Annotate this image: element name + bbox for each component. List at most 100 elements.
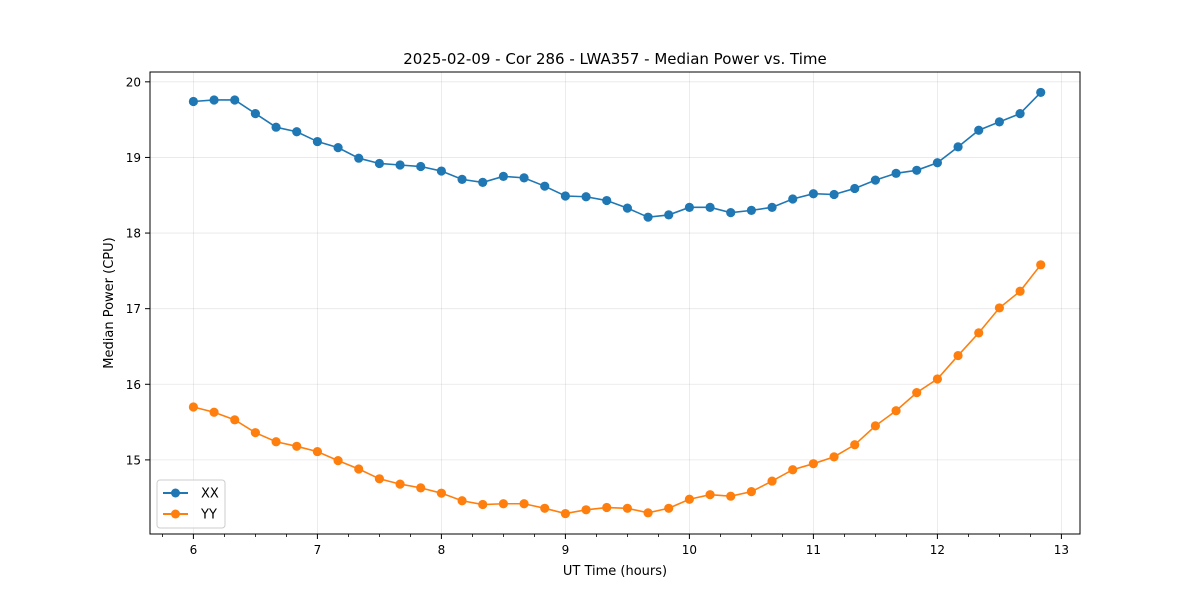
data-point-xx [312, 136, 322, 147]
data-point-yy [354, 464, 364, 474]
x-tick-label: 7 [314, 543, 322, 557]
data-point-xx [622, 203, 633, 213]
x-tick-label: 11 [806, 543, 821, 557]
y-axis-label: Median Power (CPU) [102, 237, 117, 368]
data-point-yy [188, 402, 198, 412]
data-point-xx [643, 212, 653, 222]
data-point-xx [829, 189, 839, 200]
series-layer [188, 87, 1046, 519]
data-point-xx [292, 127, 302, 137]
x-tick-label: 6 [190, 543, 198, 557]
data-point-yy [870, 421, 881, 431]
data-point-yy [891, 406, 901, 416]
data-point-xx [767, 202, 777, 212]
y-tick-label: 20 [126, 75, 141, 89]
legend-label-yy: YY [200, 508, 217, 523]
grid-lines [150, 72, 1080, 534]
data-point-xx [560, 191, 571, 201]
data-point-xx [953, 142, 963, 152]
data-point-xx [395, 160, 405, 170]
data-point-xx [870, 175, 881, 185]
data-point-yy [312, 446, 322, 457]
legend-marker-xx [171, 488, 180, 498]
data-point-yy [705, 490, 715, 500]
data-point-xx [416, 161, 426, 172]
legend-marker-yy [171, 509, 180, 519]
data-point-yy [602, 502, 612, 513]
data-point-yy [664, 503, 674, 513]
data-point-xx [705, 202, 715, 212]
data-point-xx [808, 189, 819, 199]
data-point-yy [974, 328, 984, 338]
y-tick-label: 15 [126, 453, 141, 467]
data-point-xx [250, 108, 260, 119]
data-point-yy [519, 499, 529, 509]
data-point-xx [1015, 108, 1025, 119]
data-point-yy [230, 415, 240, 425]
data-point-yy [478, 499, 488, 510]
x-tick-label: 8 [438, 543, 446, 557]
x-tick-label: 13 [1054, 543, 1069, 557]
x-axis-label: UT Time (hours) [563, 564, 667, 579]
data-point-yy [209, 407, 219, 417]
data-point-yy [292, 441, 302, 451]
data-point-xx [436, 166, 446, 176]
data-point-xx [271, 122, 281, 132]
data-point-yy [829, 452, 839, 462]
x-tick-label: 10 [682, 543, 697, 557]
y-tick-label: 17 [126, 302, 141, 316]
data-point-yy [250, 428, 260, 438]
data-point-yy [850, 440, 860, 450]
data-point-yy [374, 474, 384, 484]
data-point-xx [788, 194, 798, 204]
data-point-yy [416, 483, 426, 493]
data-point-xx [457, 174, 467, 184]
legend-label-xx: XX [201, 487, 219, 502]
data-point-yy [333, 456, 343, 466]
data-point-yy [726, 491, 736, 501]
data-point-yy [746, 487, 757, 497]
data-point-yy [271, 437, 281, 447]
data-point-yy [1036, 260, 1046, 270]
data-point-yy [912, 388, 922, 398]
data-point-xx [188, 96, 198, 107]
data-point-xx [994, 117, 1005, 127]
data-point-xx [374, 158, 384, 169]
plot-frame [149, 71, 1081, 535]
data-point-xx [354, 153, 364, 163]
data-point-yy [953, 350, 963, 361]
data-point-xx [974, 125, 984, 135]
data-point-xx [850, 183, 860, 194]
data-point-xx [540, 181, 550, 191]
data-point-yy [788, 465, 798, 475]
data-point-yy [457, 496, 467, 506]
data-point-yy [643, 508, 653, 518]
axes: 6 7 8 9 10 11 12 13 15 16 17 18 19 20 [126, 75, 1069, 557]
legend: XX YY [156, 479, 226, 529]
data-point-yy [560, 508, 571, 519]
data-point-yy [540, 503, 550, 513]
data-point-xx [912, 165, 922, 175]
x-tick-label: 12 [930, 543, 945, 557]
y-tick-label: 18 [126, 227, 141, 241]
data-point-yy [684, 494, 695, 504]
data-point-yy [932, 374, 943, 384]
data-point-xx [230, 95, 240, 105]
data-point-yy [498, 499, 508, 509]
data-point-xx [932, 158, 943, 168]
data-point-xx [498, 171, 508, 181]
data-point-xx [581, 192, 591, 202]
data-point-xx [333, 143, 343, 153]
data-point-yy [581, 505, 591, 515]
data-point-xx [891, 168, 901, 178]
chart-title: 2025-02-09 - Cor 286 - LWA357 - Median P… [403, 50, 827, 68]
data-point-yy [1015, 286, 1025, 296]
data-point-xx [664, 210, 674, 220]
data-point-xx [478, 177, 488, 187]
data-point-yy [994, 303, 1005, 313]
data-point-xx [726, 208, 736, 218]
data-point-yy [436, 488, 446, 498]
data-point-xx [684, 202, 695, 212]
data-point-xx [209, 95, 219, 105]
